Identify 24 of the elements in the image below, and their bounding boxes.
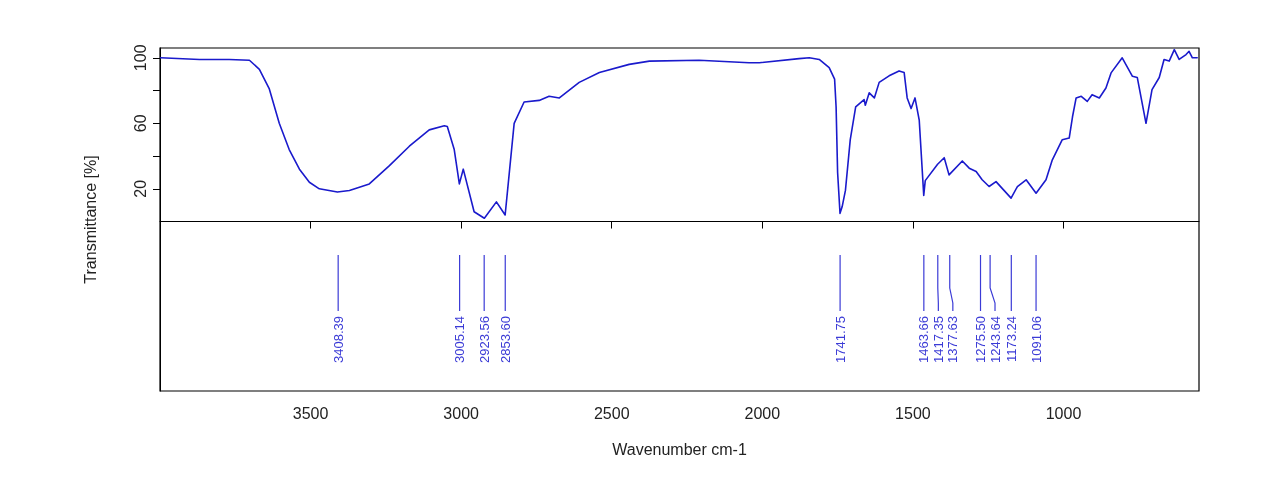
annotation: 1377.63: [945, 316, 961, 363]
y-tick-label: 20: [131, 179, 149, 198]
annotation: 1417.35: [930, 316, 946, 363]
annotation: 1243.64: [987, 316, 1003, 363]
y-tick-label: 60: [131, 114, 149, 133]
x-axis-title: Wavenumber cm-1: [612, 440, 747, 458]
annotation: 1091.06: [1028, 316, 1044, 363]
annotation: 1275.50: [973, 316, 989, 363]
annotation: 3005.14: [452, 316, 468, 363]
x-tick-label: 3000: [443, 404, 480, 422]
x-tick-label: 2000: [744, 404, 781, 422]
annotation: 1741.75: [832, 316, 848, 363]
x-tick-label: 1500: [895, 404, 931, 422]
y-axis-title: Transmittance [%]: [81, 155, 99, 284]
annotation: 3408.39: [330, 316, 346, 363]
x-tick-label: 3500: [292, 404, 329, 422]
annotation: 2923.56: [476, 316, 492, 363]
y-tick-label: 100: [131, 44, 149, 72]
x-tick-label: 2500: [593, 404, 630, 422]
annotation: 1463.66: [916, 316, 932, 363]
annotation: 2853.60: [497, 316, 513, 363]
annotation: 1173.24: [1003, 316, 1019, 363]
x-tick-label: 1000: [1045, 404, 1082, 422]
line-series: [159, 48, 1198, 220]
